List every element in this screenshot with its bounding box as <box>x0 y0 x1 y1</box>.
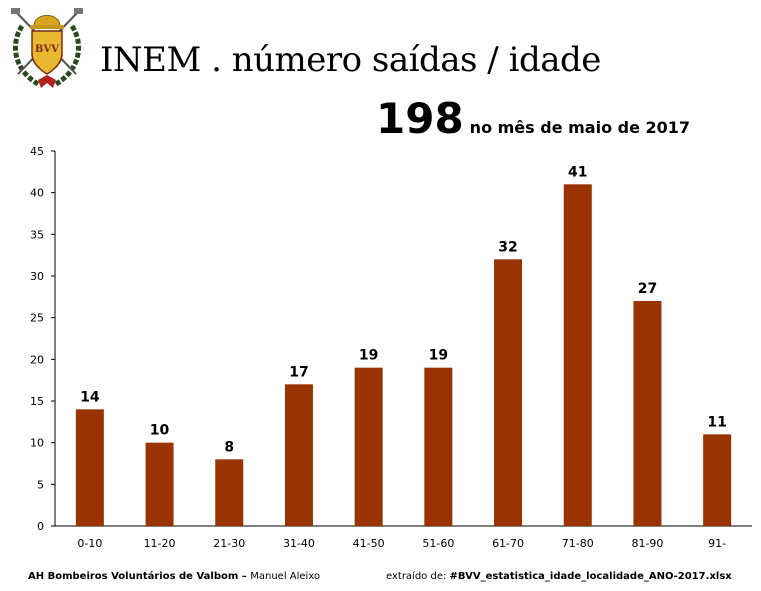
y-tick-label: 45 <box>30 145 44 158</box>
bar <box>284 384 313 526</box>
x-tick-label: 91- <box>708 537 726 550</box>
bar <box>215 459 244 526</box>
x-tick-label: 11-20 <box>144 537 176 550</box>
data-label: 10 <box>150 423 170 439</box>
period-label: no mês de maio de 2017 <box>469 118 691 137</box>
footer-credit: AH Bombeiros Voluntários de Valbom – Man… <box>28 571 320 582</box>
y-tick-label: 25 <box>30 312 44 325</box>
y-tick-label: 10 <box>30 437 44 450</box>
data-label: 32 <box>498 239 517 255</box>
data-label: 19 <box>359 348 378 364</box>
page-title: INEM . número saídas / idade <box>100 40 601 80</box>
bar <box>354 367 383 526</box>
x-tick-label: 21-30 <box>213 537 245 550</box>
data-label: 17 <box>289 364 308 380</box>
total-summary: 198 no mês de maio de 2017 <box>376 94 690 143</box>
author-name: Manuel Aleixo <box>250 571 321 582</box>
total-value: 198 <box>376 94 464 143</box>
bar-chart: 0 5 10 15 20 25 30 35 40 45 14 0-10 10 11-20 8 21-30 17 3… <box>30 145 752 550</box>
data-label: 41 <box>568 164 587 180</box>
x-tick-label: 41-50 <box>353 537 385 550</box>
x-tick-label: 0-10 <box>77 537 102 550</box>
y-tick-label: 35 <box>30 228 44 241</box>
y-tick-label: 0 <box>37 520 44 533</box>
logo-text: BVV <box>35 44 59 55</box>
footer-source: extraído de: #BVV_estatistica_idade_loca… <box>386 571 732 582</box>
credit-separator: – <box>238 571 251 582</box>
bar <box>145 442 174 526</box>
x-tick-label: 71-80 <box>562 537 594 550</box>
bar <box>75 409 104 526</box>
x-tick-label: 61-70 <box>492 537 524 550</box>
bar <box>703 434 732 526</box>
data-label: 14 <box>80 389 100 405</box>
organization-name: AH Bombeiros Voluntários de Valbom <box>28 571 239 582</box>
x-tick-label: 31-40 <box>283 537 315 550</box>
y-tick-label: 20 <box>30 353 44 366</box>
source-label: extraído de: <box>386 571 450 582</box>
source-file: #BVV_estatistica_idade_localidade_ANO-20… <box>449 571 732 582</box>
data-label: 8 <box>224 439 234 455</box>
y-tick-label: 40 <box>30 187 44 200</box>
y-tick-label: 5 <box>37 478 44 491</box>
x-tick-label: 51-60 <box>422 537 454 550</box>
x-tick-label: 81-90 <box>631 537 663 550</box>
bar <box>424 367 453 526</box>
bar <box>633 301 662 526</box>
bar <box>494 259 523 526</box>
fire-brigade-logo: BVV <box>11 8 83 88</box>
data-label: 19 <box>429 348 448 364</box>
data-label: 27 <box>638 281 657 297</box>
y-tick-label: 30 <box>30 270 44 283</box>
bar <box>563 184 592 527</box>
data-label: 11 <box>707 414 726 430</box>
y-tick-label: 15 <box>30 395 44 408</box>
